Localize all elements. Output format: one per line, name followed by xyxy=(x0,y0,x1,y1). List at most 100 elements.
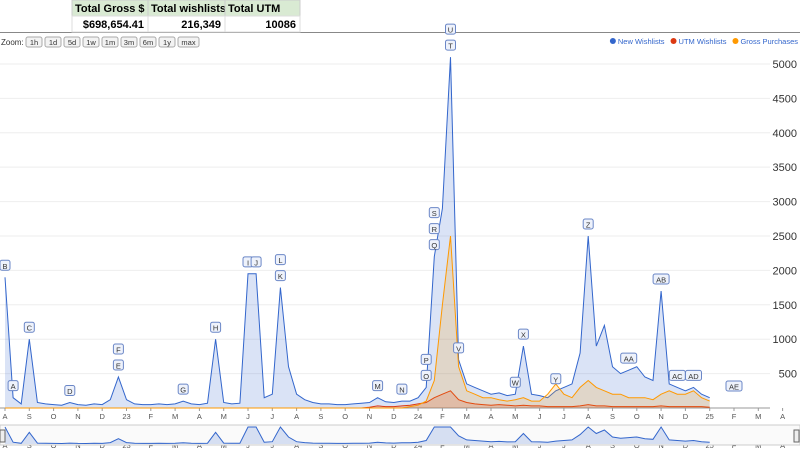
flag[interactable] xyxy=(177,383,189,395)
flag[interactable] xyxy=(7,380,19,392)
flag[interactable] xyxy=(620,352,638,364)
x-tick-label: J xyxy=(562,412,566,421)
legend-marker xyxy=(670,38,677,44)
zoom-button-label[interactable]: 1m xyxy=(105,38,115,47)
flag-label[interactable]: C xyxy=(27,324,33,333)
flag-label[interactable]: V xyxy=(456,344,461,353)
flag-label[interactable]: D xyxy=(67,387,73,396)
zoom-button[interactable] xyxy=(63,36,81,48)
zoom-button[interactable] xyxy=(139,36,157,48)
zoom-button[interactable] xyxy=(44,36,62,48)
flag[interactable] xyxy=(685,369,702,381)
x-tick-label: J xyxy=(538,412,542,421)
flag[interactable] xyxy=(550,373,562,385)
flag-label[interactable]: N xyxy=(399,386,404,395)
y-tick-label: 1500 xyxy=(773,300,797,312)
flag-label[interactable]: Y xyxy=(553,375,558,384)
zoom-button[interactable] xyxy=(101,36,119,48)
flag-label[interactable]: Q xyxy=(431,241,437,250)
flag[interactable] xyxy=(453,342,465,354)
x-tick-label: J xyxy=(270,412,274,421)
flag-label[interactable]: S xyxy=(432,209,437,218)
flag[interactable] xyxy=(372,380,384,392)
x-tick-label: S xyxy=(318,412,323,421)
flag[interactable] xyxy=(210,321,222,333)
flag-label[interactable]: A xyxy=(11,382,16,391)
flag-label[interactable]: O xyxy=(423,372,429,381)
zoom-button-label[interactable]: 6m xyxy=(143,38,153,47)
flag-label[interactable]: E xyxy=(116,362,121,371)
table-value: $698,654.41 xyxy=(83,19,144,31)
flag-label[interactable]: U xyxy=(448,26,453,35)
flag-label[interactable]: T xyxy=(448,42,453,51)
flag[interactable] xyxy=(445,23,456,35)
navigator-handle[interactable] xyxy=(793,429,800,443)
zoom-button[interactable] xyxy=(25,36,43,48)
zoom-button-label[interactable]: 1w xyxy=(86,38,96,47)
zoom-button[interactable] xyxy=(82,36,100,48)
flag-label[interactable]: M xyxy=(374,382,380,391)
x-tick-label: S xyxy=(27,412,32,421)
flag[interactable] xyxy=(112,359,124,371)
flag-label[interactable]: P xyxy=(424,356,429,365)
x-tick-label: N xyxy=(75,412,80,421)
flag-label[interactable]: R xyxy=(432,225,438,234)
flag[interactable] xyxy=(428,207,440,219)
x-tick-label: S xyxy=(610,412,615,421)
x-tick-label: N xyxy=(367,412,372,421)
zoom-button[interactable] xyxy=(120,36,138,48)
flag[interactable] xyxy=(652,273,670,285)
y-tick-label: 3000 xyxy=(773,197,797,209)
flag[interactable] xyxy=(445,39,456,51)
flag[interactable] xyxy=(420,369,432,381)
flag-label[interactable]: AC xyxy=(672,372,683,381)
legend-marker xyxy=(609,38,616,44)
navigator-handle[interactable] xyxy=(0,429,6,443)
zoom-label: Zoom: xyxy=(1,38,24,47)
flag[interactable] xyxy=(725,380,743,392)
flag-label[interactable]: J xyxy=(254,258,258,267)
flag-label[interactable]: AE xyxy=(729,383,739,392)
x-tick-label: M xyxy=(512,412,518,421)
flag[interactable] xyxy=(250,256,262,268)
y-tick-label: 2500 xyxy=(773,231,797,243)
flag-label[interactable]: H xyxy=(213,324,218,333)
zoom-button-label[interactable]: 1y xyxy=(163,38,171,47)
x-tick-label: J xyxy=(246,412,250,421)
flag[interactable] xyxy=(428,239,440,251)
flag-label[interactable]: Z xyxy=(586,220,591,229)
flag[interactable] xyxy=(64,384,76,396)
zoom-button[interactable] xyxy=(158,36,176,48)
flag-label[interactable]: L xyxy=(278,256,282,265)
flag-label[interactable]: G xyxy=(180,386,186,395)
flag-label[interactable]: B xyxy=(2,262,7,271)
flag[interactable] xyxy=(274,254,286,266)
x-tick-label: A xyxy=(586,412,591,421)
flag[interactable] xyxy=(428,223,440,235)
zoom-button-label[interactable]: max xyxy=(181,38,195,47)
flag-label[interactable]: AD xyxy=(688,372,699,381)
flag[interactable] xyxy=(517,328,529,340)
flag-label[interactable]: I xyxy=(247,258,249,267)
zoom-button-label[interactable]: 3m xyxy=(124,38,134,47)
flag-label[interactable]: AA xyxy=(624,355,634,364)
zoom-button-label[interactable]: 5d xyxy=(68,38,76,47)
flag[interactable] xyxy=(23,321,35,333)
flag[interactable] xyxy=(582,218,594,230)
flag-label[interactable]: W xyxy=(512,379,520,388)
flag[interactable] xyxy=(274,270,286,282)
zoom-button[interactable] xyxy=(177,36,200,48)
flag[interactable] xyxy=(112,343,124,355)
flag[interactable] xyxy=(420,353,432,365)
flag-label[interactable]: F xyxy=(116,346,121,355)
flag[interactable] xyxy=(0,259,11,271)
flag-label[interactable]: AB xyxy=(656,276,666,285)
flag[interactable] xyxy=(396,383,408,395)
flag-label[interactable]: K xyxy=(278,272,283,281)
zoom-button-label[interactable]: 1h xyxy=(30,38,38,47)
zoom-button-label[interactable]: 1d xyxy=(49,38,57,47)
table-cell xyxy=(224,15,301,33)
flag-label[interactable]: X xyxy=(521,331,526,340)
flag[interactable] xyxy=(509,376,521,388)
x-tick-label: A xyxy=(780,412,785,421)
